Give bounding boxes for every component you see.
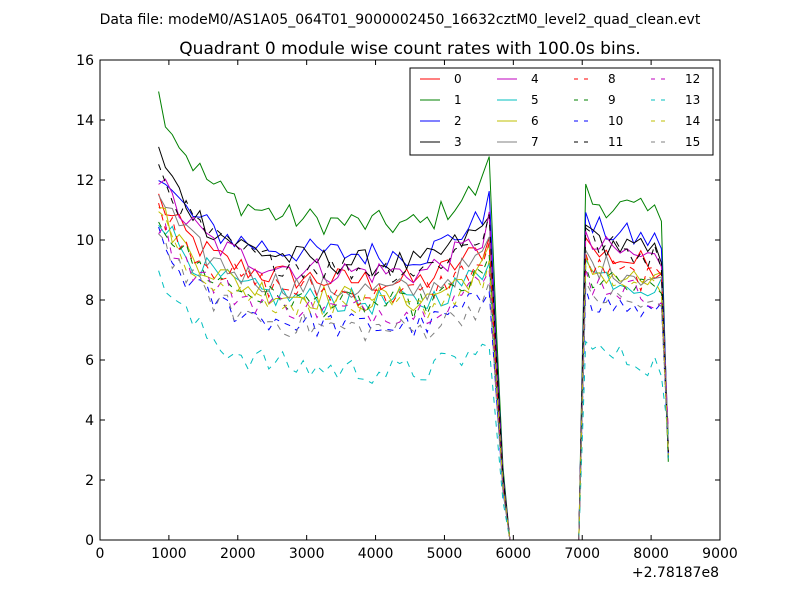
series-line-1 bbox=[158, 91, 669, 541]
legend-label-10: 10 bbox=[608, 114, 623, 128]
legend-label-1: 1 bbox=[454, 93, 462, 107]
legend-label-0: 0 bbox=[454, 72, 462, 86]
legend-box bbox=[409, 67, 714, 156]
x-tick-label: 5000 bbox=[427, 546, 463, 562]
x-tick-label: 1000 bbox=[151, 546, 187, 562]
legend-label-6: 6 bbox=[531, 114, 539, 128]
x-tick-label: 0 bbox=[96, 546, 105, 562]
suptitle: Data file: modeM0/AS1A05_064T01_90000024… bbox=[100, 12, 701, 28]
series-line-13 bbox=[158, 270, 669, 541]
y-tick-label: 4 bbox=[85, 413, 94, 429]
legend-label-15: 15 bbox=[685, 135, 700, 149]
y-tick-label: 10 bbox=[76, 233, 94, 249]
x-tick-label: 7000 bbox=[564, 546, 600, 562]
series-line-8 bbox=[158, 202, 669, 541]
x-tick-label: 4000 bbox=[358, 546, 394, 562]
legend-label-4: 4 bbox=[531, 72, 539, 86]
legend-label-14: 14 bbox=[685, 114, 700, 128]
series-line-3 bbox=[158, 146, 669, 541]
series-line-15 bbox=[158, 233, 669, 541]
series-line-11 bbox=[158, 164, 669, 541]
y-tick-label: 16 bbox=[76, 53, 94, 69]
series-line-14 bbox=[158, 211, 669, 541]
y-tick-label: 2 bbox=[85, 473, 94, 489]
y-tick-label: 6 bbox=[85, 353, 94, 369]
legend-label-3: 3 bbox=[454, 135, 462, 149]
x-tick-label: 3000 bbox=[289, 546, 325, 562]
x-tick-label: 9000 bbox=[702, 546, 738, 562]
x-tick-label: 8000 bbox=[633, 546, 669, 562]
legend-label-7: 7 bbox=[531, 135, 539, 149]
legend-label-5: 5 bbox=[531, 93, 539, 107]
series-line-6 bbox=[158, 206, 669, 541]
chart-title: Quadrant 0 module wise count rates with … bbox=[179, 39, 640, 59]
series-line-2 bbox=[158, 180, 669, 541]
y-tick-label: 8 bbox=[85, 293, 94, 309]
x-tick-label: 6000 bbox=[496, 546, 532, 562]
x-tick-label: 2000 bbox=[220, 546, 256, 562]
y-tick-label: 14 bbox=[76, 113, 94, 129]
legend-label-8: 8 bbox=[608, 72, 616, 86]
legend-label-9: 9 bbox=[608, 93, 616, 107]
legend-label-2: 2 bbox=[454, 114, 462, 128]
legend-label-11: 11 bbox=[608, 135, 623, 149]
x-offset-label: +2.78187e8 bbox=[632, 565, 719, 581]
series-line-10 bbox=[158, 226, 669, 541]
y-tick-label: 0 bbox=[85, 533, 94, 549]
plot-area: 0 1000 2000 3000 4000 5000 6000 7000 8000 9000 0 2 4… bbox=[76, 53, 738, 562]
legend-label-13: 13 bbox=[685, 93, 700, 107]
series-line-4 bbox=[158, 178, 669, 541]
y-tick-label: 12 bbox=[76, 173, 94, 189]
legend-label-12: 12 bbox=[685, 72, 700, 86]
